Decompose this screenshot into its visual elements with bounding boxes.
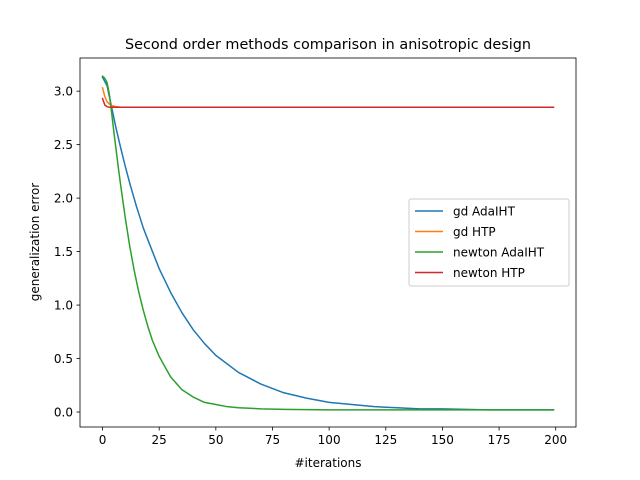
plot-frame bbox=[79, 57, 577, 428]
x-tick-label-3: 75 bbox=[265, 433, 280, 447]
x-axis-label: #iterations bbox=[294, 456, 361, 470]
x-tick-label-1: 25 bbox=[152, 433, 167, 447]
y-tick-label-4: 2.0 bbox=[54, 191, 73, 205]
x-tick-label-0: 0 bbox=[99, 433, 107, 447]
series-line-0 bbox=[101, 76, 555, 411]
y-tick-label-5: 2.5 bbox=[54, 138, 73, 152]
y-tick-label-3: 1.5 bbox=[54, 245, 73, 259]
chart-title: Second order methods comparison in aniso… bbox=[125, 37, 531, 53]
series-line-2 bbox=[101, 75, 555, 411]
x-tick-label-8: 200 bbox=[544, 433, 567, 447]
y-tick-label-0: 0.0 bbox=[54, 405, 73, 419]
legend-box bbox=[408, 198, 570, 287]
x-tick-label-6: 150 bbox=[431, 433, 454, 447]
x-tick-label-2: 50 bbox=[208, 433, 223, 447]
y-tick-label-2: 1.0 bbox=[54, 298, 73, 312]
legend: gd AdaIHT gd HTP newton AdaIHT newton HTP bbox=[408, 198, 570, 287]
legend-label-0: gd AdaIHT bbox=[453, 204, 516, 218]
y-tick-label-1: 0.5 bbox=[54, 352, 73, 366]
series-line-3 bbox=[101, 97, 555, 108]
series-layer bbox=[101, 75, 555, 411]
legend-label-2: newton AdaIHT bbox=[453, 245, 545, 259]
axes-layer: 0 25 50 75 100 125 150 175 200 0.0 0.5 1.0 1.5 2.0 2.5… bbox=[54, 57, 577, 447]
y-axis-label: generalization error bbox=[28, 183, 42, 302]
legend-label-3: newton HTP bbox=[453, 266, 525, 280]
legend-label-1: gd HTP bbox=[453, 225, 496, 239]
x-tick-label-5: 125 bbox=[374, 433, 397, 447]
y-tick-label-6: 3.0 bbox=[54, 84, 73, 98]
x-tick-label-7: 175 bbox=[488, 433, 511, 447]
x-tick-label-4: 100 bbox=[318, 433, 341, 447]
